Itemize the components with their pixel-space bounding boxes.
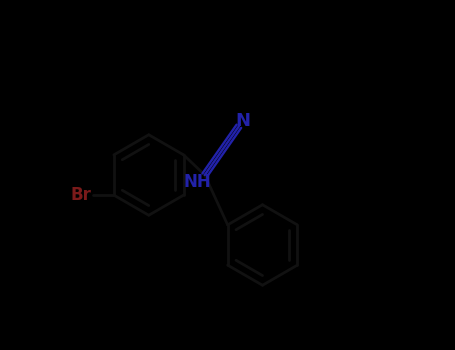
Text: NH: NH bbox=[184, 174, 212, 191]
Text: Br: Br bbox=[70, 186, 91, 204]
Text: N: N bbox=[235, 112, 250, 130]
